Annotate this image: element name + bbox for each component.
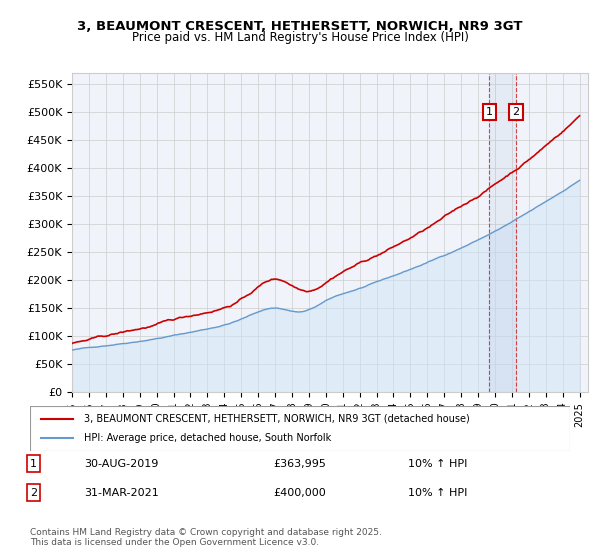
Bar (490, 73, 516, 392)
Text: 30-AUG-2019: 30-AUG-2019 (84, 459, 158, 469)
Text: Contains HM Land Registry data © Crown copyright and database right 2025.
This d: Contains HM Land Registry data © Crown c… (30, 528, 382, 547)
Text: 10% ↑ HPI: 10% ↑ HPI (408, 459, 467, 469)
Text: 1: 1 (486, 107, 493, 117)
Text: HPI: Average price, detached house, South Norfolk: HPI: Average price, detached house, Sout… (84, 433, 331, 444)
Text: Price paid vs. HM Land Registry's House Price Index (HPI): Price paid vs. HM Land Registry's House … (131, 31, 469, 44)
Text: 31-MAR-2021: 31-MAR-2021 (84, 488, 159, 498)
Text: 3, BEAUMONT CRESCENT, HETHERSETT, NORWICH, NR9 3GT (detached house): 3, BEAUMONT CRESCENT, HETHERSETT, NORWIC… (84, 413, 470, 423)
Text: 1: 1 (30, 459, 37, 469)
FancyBboxPatch shape (30, 406, 570, 451)
Text: 2: 2 (512, 107, 520, 117)
Text: 10% ↑ HPI: 10% ↑ HPI (408, 488, 467, 498)
Text: 2: 2 (30, 488, 37, 498)
Text: 3, BEAUMONT CRESCENT, HETHERSETT, NORWICH, NR9 3GT: 3, BEAUMONT CRESCENT, HETHERSETT, NORWIC… (77, 20, 523, 32)
Text: £400,000: £400,000 (273, 488, 326, 498)
Text: £363,995: £363,995 (273, 459, 326, 469)
